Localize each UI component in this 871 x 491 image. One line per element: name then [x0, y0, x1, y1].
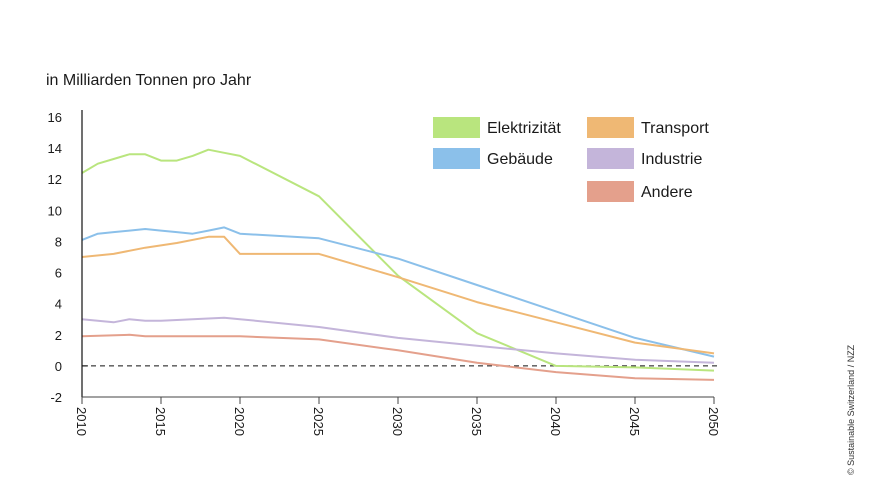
x-tick-label: 2020 — [232, 407, 247, 436]
legend-label: Elektrizität — [487, 120, 561, 137]
series-line-andere — [81, 333, 715, 381]
x-tick-label: 2045 — [627, 407, 642, 436]
series-line-industrie — [81, 316, 715, 364]
series-line-transport — [81, 235, 715, 355]
legend-swatch-elektrizität — [433, 117, 480, 138]
legend-swatch-transport — [587, 117, 634, 138]
legend-swatch-andere — [587, 181, 634, 202]
y-axis-unit-label: in Milliarden Tonnen pro Jahr — [46, 72, 252, 89]
x-tick-label: 2035 — [469, 407, 484, 436]
legend-label: Transport — [641, 120, 709, 137]
x-tick-label: 2040 — [548, 407, 563, 436]
y-tick-label: 16 — [48, 110, 62, 125]
x-tick-label: 2025 — [311, 407, 326, 436]
y-tick-label: 10 — [48, 203, 62, 218]
y-tick-label: 2 — [55, 328, 62, 343]
series-line-gebäude — [81, 226, 715, 358]
series-line-elektrizität — [81, 148, 715, 372]
y-tick-label: 0 — [55, 359, 62, 374]
legend-swatch-gebäude — [433, 148, 480, 169]
y-tick-label: 12 — [48, 172, 62, 187]
y-tick-label: 6 — [55, 266, 62, 281]
legend-label: Andere — [641, 184, 693, 201]
y-tick-label: -2 — [50, 390, 62, 405]
y-tick-label: 8 — [55, 234, 62, 249]
x-tick-label: 2030 — [390, 407, 405, 436]
legend-label: Gebäude — [487, 151, 553, 168]
y-tick-label: 4 — [55, 297, 62, 312]
legend-swatch-industrie — [587, 148, 634, 169]
legend-label: Industrie — [641, 151, 702, 168]
x-tick-label: 2015 — [153, 407, 168, 436]
y-tick-label: 14 — [48, 141, 62, 156]
x-tick-label: 2010 — [74, 407, 89, 436]
x-tick-label: 2050 — [706, 407, 721, 436]
source-credit: © Sustainable Switzerland / NZZ — [846, 344, 856, 475]
